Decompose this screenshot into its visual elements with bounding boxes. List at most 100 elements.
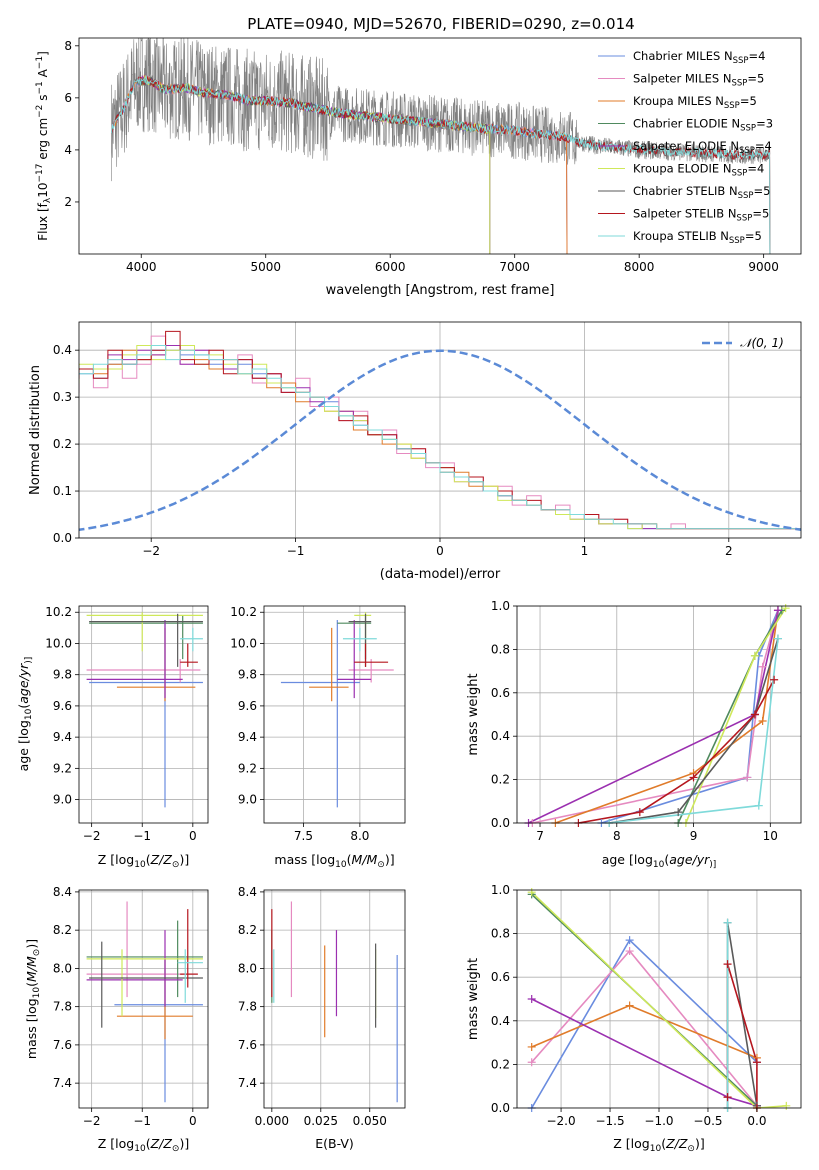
x-tick-label: 7000 bbox=[499, 260, 530, 274]
histogram-series bbox=[79, 345, 801, 530]
y-tick-label: 9.6 bbox=[53, 699, 72, 713]
y-tick-label: 7.8 bbox=[238, 1000, 257, 1014]
y-tick-label: 0.6 bbox=[491, 970, 510, 984]
axes-frame bbox=[263, 889, 406, 1109]
y-tick-label: 9.8 bbox=[53, 668, 72, 682]
x-tick-label: −2.0 bbox=[546, 1114, 575, 1128]
y-tick-label: 7.8 bbox=[53, 1000, 72, 1014]
y-tick-label: 8.4 bbox=[53, 885, 72, 899]
x-tick-label: 0 bbox=[189, 829, 197, 843]
y-tick-label: 0.4 bbox=[491, 729, 510, 743]
weight-marker bbox=[752, 1058, 761, 1067]
x-tick-label: 5000 bbox=[250, 260, 281, 274]
weight-marker bbox=[527, 1058, 536, 1067]
weight-marker bbox=[723, 1093, 732, 1102]
y-tick-label: 0.1 bbox=[53, 484, 72, 498]
x-tick-label: 10 bbox=[763, 829, 778, 843]
weight-marker bbox=[625, 1001, 634, 1010]
age-vs-mass-panel: 7.5 8.0 9.0 9.2 9.4 9.6 9.8 10.0 10.2 mass [log10… bbox=[230, 605, 406, 870]
weight-marker bbox=[750, 710, 759, 719]
legend-label: Kroupa ELODIE NSSP=4 bbox=[633, 162, 764, 179]
y-tick-label: 0.3 bbox=[53, 390, 72, 404]
weight-line bbox=[726, 963, 758, 1108]
x-tick-label: 7.5 bbox=[294, 829, 313, 843]
weight-line bbox=[608, 638, 779, 823]
y-tick-label: 9.2 bbox=[238, 761, 257, 775]
weight-marker bbox=[754, 801, 763, 810]
weight-marker bbox=[750, 651, 759, 660]
x-tick-label: −2 bbox=[83, 1114, 101, 1128]
y-tick-label: 9.2 bbox=[53, 761, 72, 775]
weight-line bbox=[532, 610, 779, 823]
x-tick-label: 7 bbox=[536, 829, 544, 843]
weight-marker bbox=[674, 808, 683, 817]
weight-vs-Z-plot-area bbox=[517, 890, 801, 1108]
histogram-series bbox=[79, 345, 801, 530]
weight-line bbox=[555, 610, 779, 823]
x-tick-label: −1 bbox=[133, 1114, 151, 1128]
weight-marker bbox=[635, 808, 644, 817]
x-tick-label: 0.025 bbox=[304, 1114, 338, 1128]
y-tick-label: 9.8 bbox=[238, 668, 257, 682]
weight-vs-Z-panel: −2.0 −1.5 −1.0 −0.5 0.0 0.0 0.2 0.4 0.6 0.8 1.0 Z [… bbox=[466, 883, 802, 1154]
y-axis-label: mass weight bbox=[466, 958, 481, 1040]
y-tick-label: 0.8 bbox=[491, 927, 510, 941]
y-tick-label: 1.0 bbox=[491, 599, 510, 613]
legend-label: Kroupa MILES NSSP=5 bbox=[633, 94, 757, 111]
weight-marker bbox=[770, 675, 779, 684]
weight-vs-age-plot-area bbox=[517, 606, 801, 823]
legend-label: 𝒩(0, 1) bbox=[740, 336, 784, 350]
weight-marker bbox=[758, 717, 767, 726]
normal-curve bbox=[79, 349, 801, 532]
x-tick-label: 0.000 bbox=[255, 1114, 289, 1128]
legend-label: Chabrier STELIB NSSP=5 bbox=[633, 184, 770, 201]
weight-line bbox=[531, 891, 787, 1108]
x-tick-label: −1 bbox=[287, 544, 305, 558]
x-axis-label: Z [log10(Z/Z⊙)] bbox=[98, 1136, 189, 1154]
weight-marker bbox=[758, 662, 767, 671]
weight-marker bbox=[781, 604, 790, 613]
x-axis-label: wavelength [Angstrom, rest frame] bbox=[326, 283, 555, 298]
model-spectrum bbox=[110, 75, 771, 254]
y-tick-label: 0.4 bbox=[491, 1014, 510, 1028]
y-tick-label: 7.4 bbox=[238, 1076, 257, 1090]
legend-label: Salpeter STELIB NSSP=5 bbox=[633, 207, 769, 224]
axes-frame bbox=[78, 37, 802, 255]
legend-label: Salpeter ELODIE NSSP=4 bbox=[633, 139, 772, 156]
y-tick-label: 0.2 bbox=[491, 1057, 510, 1071]
weight-marker bbox=[527, 995, 536, 1003]
y-tick-label: 8.0 bbox=[238, 961, 257, 975]
y-tick-label: 8.2 bbox=[238, 923, 257, 937]
x-tick-label: 9000 bbox=[748, 260, 779, 274]
y-tick-label: 6 bbox=[64, 91, 72, 105]
y-tick-label: 0.0 bbox=[491, 816, 510, 830]
y-tick-label: 0.0 bbox=[491, 1101, 510, 1115]
y-tick-label: 0.8 bbox=[491, 642, 510, 656]
y-tick-label: 10.0 bbox=[45, 636, 72, 650]
y-tick-label: 0.6 bbox=[491, 686, 510, 700]
legend: Chabrier MILES NSSP=4 Salpeter MILES NSSP… bbox=[598, 49, 773, 246]
x-tick-label: 0 bbox=[189, 1114, 197, 1128]
y-tick-label: 9.4 bbox=[53, 730, 72, 744]
y-tick-label: 0.2 bbox=[53, 437, 72, 451]
residuals-panel: −2 −1 0 1 2 0.0 0.1 0.2 0.3 0.4 (data-model)/error… bbox=[28, 321, 802, 582]
y-axis-label: age [log10(age/yr)] bbox=[16, 657, 34, 772]
x-tick-label: 8.0 bbox=[350, 829, 369, 843]
y-tick-label: 7.6 bbox=[53, 1038, 72, 1052]
x-tick-label: −0.5 bbox=[693, 1114, 722, 1128]
x-axis-label: E(B-V) bbox=[315, 1136, 354, 1151]
axes-frame bbox=[263, 605, 406, 824]
y-axis-label: mass [log10(M/M⊙)] bbox=[24, 939, 42, 1059]
y-tick-label: 9.0 bbox=[53, 793, 72, 807]
weight-marker bbox=[625, 947, 634, 956]
y-tick-label: 0.0 bbox=[53, 531, 72, 545]
x-tick-label: 6000 bbox=[375, 260, 406, 274]
weight-marker bbox=[723, 918, 732, 927]
x-tick-label: −2 bbox=[142, 544, 160, 558]
x-tick-label: 8 bbox=[613, 829, 621, 843]
x-axis-label: age [log10(age/yr)] bbox=[602, 852, 717, 870]
y-axis-label: Normed distribution bbox=[28, 365, 43, 495]
weight-marker bbox=[689, 773, 698, 782]
y-tick-label: 0.2 bbox=[491, 773, 510, 787]
legend-label: Kroupa STELIB NSSP=5 bbox=[633, 229, 762, 246]
